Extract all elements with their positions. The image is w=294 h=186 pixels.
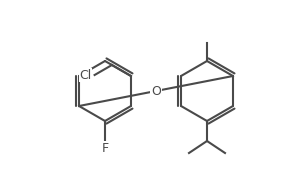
Text: F: F [101, 142, 108, 155]
Text: O: O [151, 84, 161, 97]
Text: Cl: Cl [79, 68, 92, 81]
